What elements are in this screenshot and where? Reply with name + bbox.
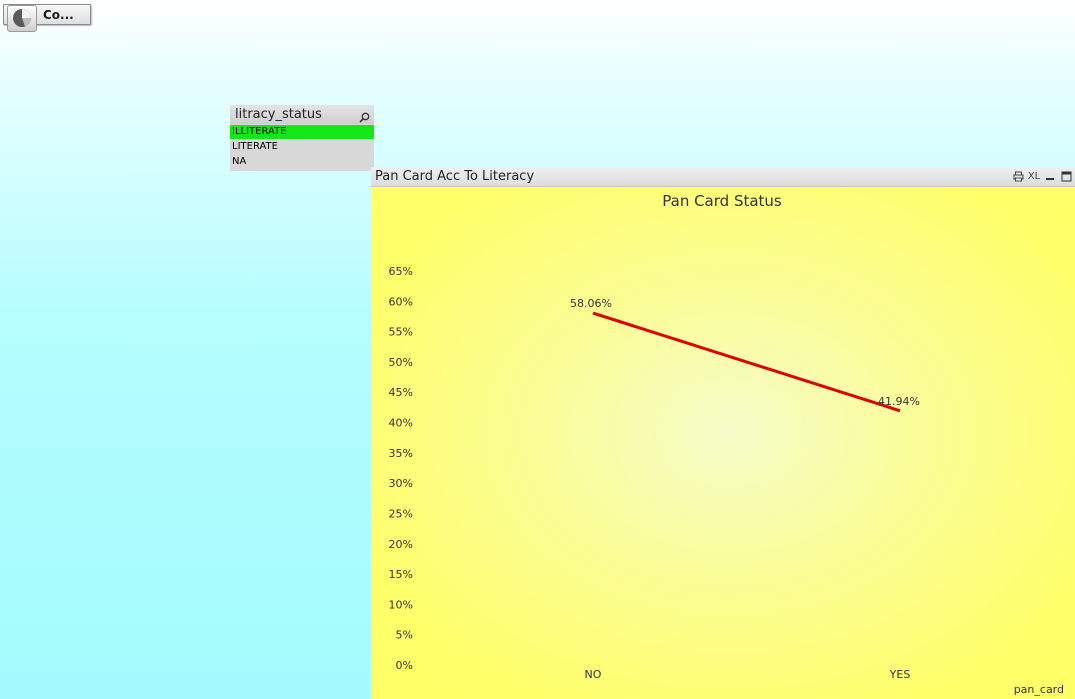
series-layer xyxy=(592,311,901,413)
y-tick-label: 5% xyxy=(396,629,413,642)
xl-icon[interactable]: XL xyxy=(1027,170,1041,182)
x-axis-label: pan_card xyxy=(1014,683,1064,696)
y-tick-label: 50% xyxy=(389,356,413,369)
listbox-item-illiterate[interactable]: ILLITERATE xyxy=(230,125,374,139)
minimize-icon[interactable] xyxy=(1044,170,1056,182)
listbox-caption: litracy_status xyxy=(230,105,374,124)
chart-caption-icons: XL xyxy=(1012,169,1072,183)
x-tick-label: YES xyxy=(889,668,911,681)
chart-plot-area: Pan Card Status 0% 5% 10% 15% 20% 25% 30% 35% 40… xyxy=(371,187,1075,699)
data-label: 58.06% xyxy=(570,297,612,310)
y-tick-label: 35% xyxy=(389,447,413,460)
y-tick-label: 20% xyxy=(389,538,413,551)
line-chart: Pan Card Status 0% 5% 10% 15% 20% 25% 30% 35% 40… xyxy=(389,192,1064,696)
chart-title: Pan Card Status xyxy=(662,192,782,210)
y-tick-label: 30% xyxy=(389,477,413,490)
x-axis-ticks: NO YES xyxy=(585,668,911,681)
search-icon[interactable] xyxy=(359,108,370,127)
data-label: 41.94% xyxy=(878,395,920,408)
y-tick-label: 40% xyxy=(389,417,413,430)
chart-launcher-button[interactable]: Co... xyxy=(3,4,91,32)
pan-card-chart-object: Pan Card Acc To Literacy XL xyxy=(371,167,1075,699)
chart-caption-title: Pan Card Acc To Literacy xyxy=(375,169,535,184)
pie-chart-icon xyxy=(7,5,37,32)
y-tick-label: 65% xyxy=(389,265,413,278)
y-tick-label: 55% xyxy=(389,326,413,339)
y-tick-label: 0% xyxy=(396,659,413,672)
litracy-status-listbox: litracy_status ILLITERATE LITERATE NA xyxy=(230,105,374,171)
y-tick-label: 10% xyxy=(389,598,413,611)
chart-caption: Pan Card Acc To Literacy XL xyxy=(371,167,1075,187)
y-tick-label: 25% xyxy=(389,507,413,520)
y-tick-label: 15% xyxy=(389,568,413,581)
print-icon[interactable] xyxy=(1012,170,1024,182)
data-labels: 58.06% 41.94% xyxy=(570,297,920,408)
maximize-icon[interactable] xyxy=(1060,170,1072,182)
y-tick-label: 60% xyxy=(389,295,413,308)
series-line[interactable] xyxy=(592,311,901,413)
listbox-item-na[interactable]: NA xyxy=(232,156,247,167)
listbox-item-literate[interactable]: LITERATE xyxy=(232,141,278,152)
x-tick-label: NO xyxy=(585,668,602,681)
chart-launcher-label: Co... xyxy=(43,8,74,22)
y-tick-label: 45% xyxy=(389,386,413,399)
listbox-title: litracy_status xyxy=(235,107,322,122)
y-axis-ticks: 0% 5% 10% 15% 20% 25% 30% 35% 40% 45% 50% 55% 60% 65% xyxy=(389,265,413,672)
